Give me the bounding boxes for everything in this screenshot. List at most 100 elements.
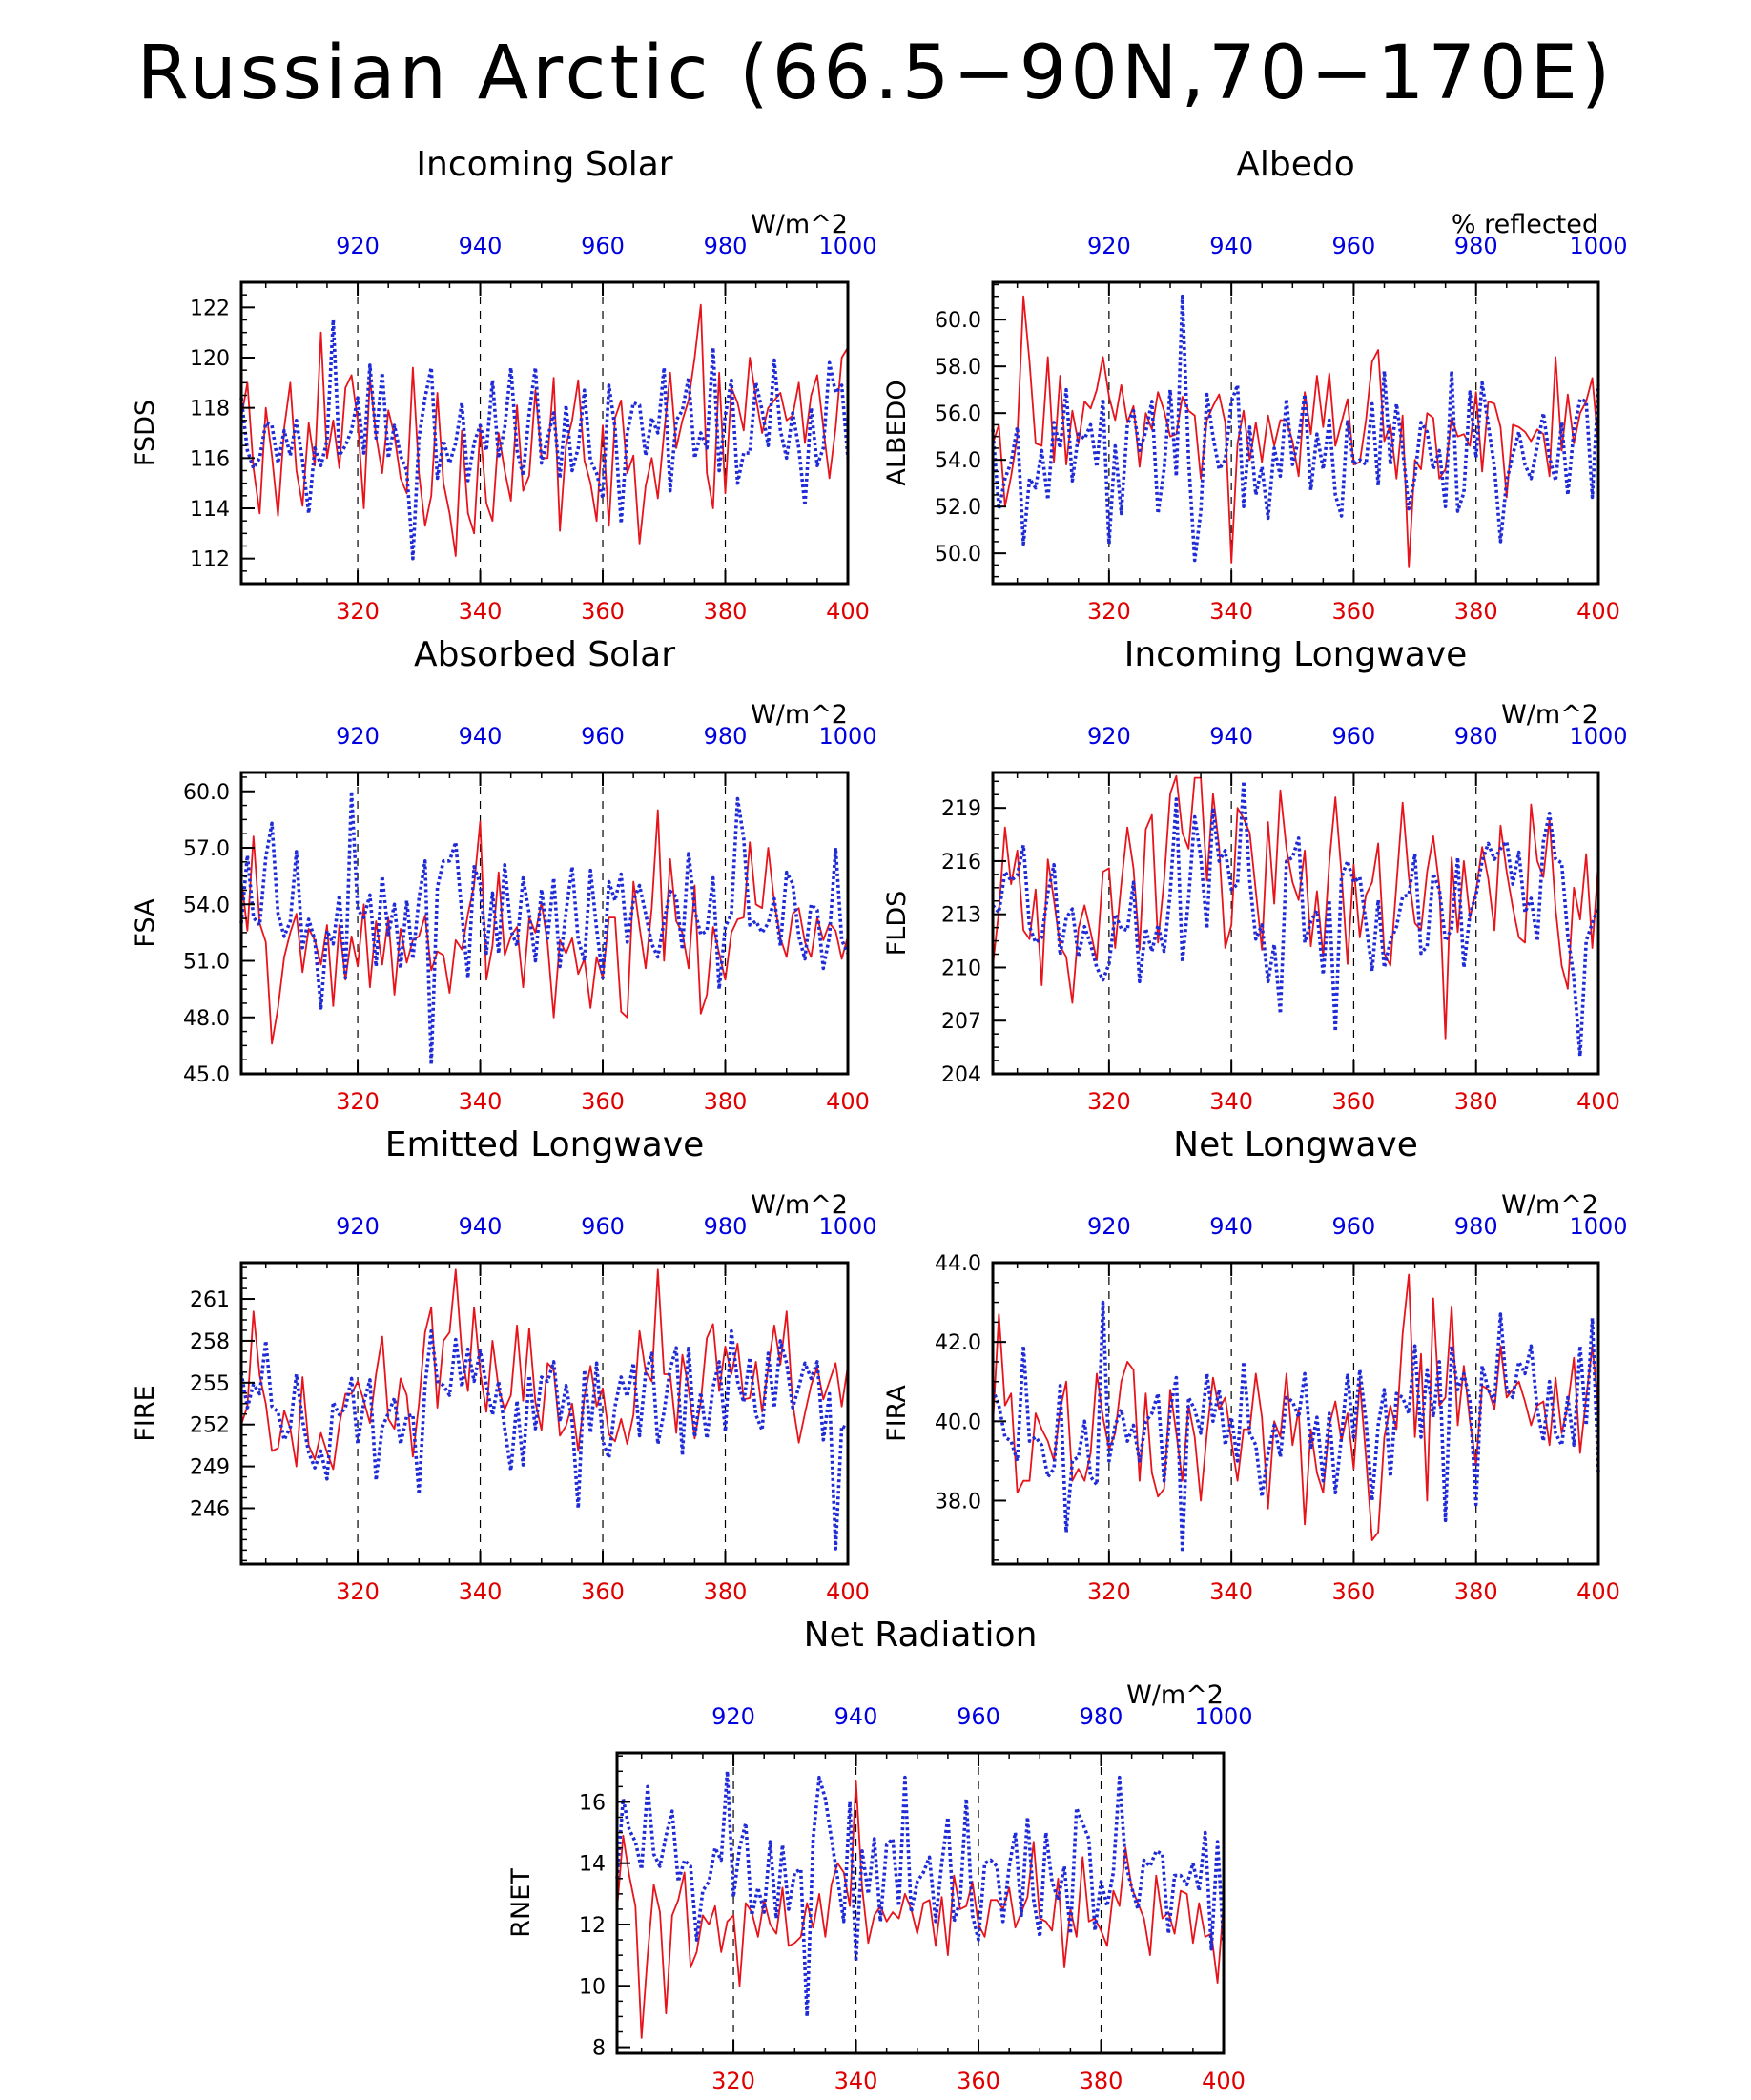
y-axis-label: FLDS [882,891,912,957]
x-tick-label: 340 [834,2068,878,2094]
y-tick-label: 114 [190,498,230,522]
x-tick-label: 360 [1332,598,1376,625]
x-tick-label: 340 [1209,598,1253,625]
page-title: Russian Arctic (66.5−90N,70−170E) [136,31,1615,116]
y-tick-label: 204 [941,1063,981,1087]
x-tick-label: 320 [1087,598,1131,625]
units-label: W/m^2 [1126,1680,1224,1710]
plot-frame [239,771,850,1076]
x-tick-label: 380 [1454,1088,1498,1115]
x2-tick-label: 980 [704,233,748,259]
y-tick-label: 60.0 [183,781,230,805]
x2-tick-label: 960 [581,1213,625,1240]
x-tick-label: 400 [1576,1088,1620,1115]
y-tick-label: 48.0 [183,1007,230,1031]
x-tick-label: 340 [459,1088,503,1115]
x2-tick-label: 940 [1209,233,1253,259]
units-label: W/m^2 [751,210,848,239]
x2-tick-label: 980 [704,1213,748,1240]
x-tick-label: 400 [1576,1578,1620,1605]
y-axis-label: FIRE [131,1385,160,1441]
y-tick-label: 40.0 [935,1410,981,1434]
y-tick-label: 52.0 [935,496,981,520]
x-tick-label: 320 [711,2068,755,2094]
x-tick-label: 340 [1209,1088,1253,1115]
x2-tick-label: 980 [1454,1213,1498,1240]
plot-frame [615,1751,1226,2055]
x2-tick-label: 1000 [1194,1703,1252,1730]
x2-tick-label: 920 [336,233,380,259]
y-tick-label: 252 [190,1414,230,1438]
x2-tick-label: 1000 [818,233,876,259]
y-tick-label: 57.0 [183,837,230,861]
series-line-red [992,295,1599,568]
panel-title: Absorbed Solar [414,635,675,674]
x-tick-label: 360 [957,2068,1000,2094]
y-tick-label: 16 [579,1791,606,1815]
y-tick-label: 38.0 [935,1490,981,1513]
x-tick-label: 400 [826,1088,870,1115]
y-tick-label: 213 [941,904,981,928]
panel-fsds: Incoming Solar W/m^2 FSDS 112 114 116 118 120 12… [131,145,877,625]
y-tick-label: 58.0 [935,356,981,380]
x2-tick-label: 920 [711,1703,755,1730]
x2-tick-label: 980 [1454,723,1498,750]
y-tick-label: 116 [190,447,230,471]
y-tick-label: 249 [190,1456,230,1480]
x-tick-label: 400 [1576,598,1620,625]
panel-title: Incoming Longwave [1124,635,1468,674]
x-tick-label: 360 [581,1088,625,1115]
x-tick-label: 320 [1087,1578,1131,1605]
x2-tick-label: 940 [459,233,503,259]
panel-title: Albedo [1236,145,1355,184]
x2-tick-label: 1000 [1569,1213,1627,1240]
x-tick-label: 340 [1209,1578,1253,1605]
y-tick-label: 258 [190,1330,230,1354]
x-tick-label: 400 [1202,2068,1246,2094]
y-tick-label: 219 [941,797,981,821]
units-label: W/m^2 [751,700,848,730]
x2-tick-label: 980 [704,723,748,750]
panel-albedo: Albedo % reflected ALBEDO 50.0 52.0 54.0 56.0 5… [882,145,1628,625]
y-axis-label: RNET [506,1868,536,1938]
y-tick-label: 246 [190,1497,230,1521]
panel-title: Incoming Solar [416,145,672,184]
x2-tick-label: 960 [1332,723,1376,750]
y-tick-label: 10 [579,1975,606,1999]
y-axis-label: FSDS [131,400,160,466]
x-tick-label: 320 [1087,1088,1131,1115]
x-tick-label: 380 [704,1578,748,1605]
series-line-red [992,774,1599,1040]
series-line-blue [239,1328,849,1551]
plot-frame [991,771,1600,1076]
series-line-blue [239,318,850,561]
x2-tick-label: 960 [957,1703,1000,1730]
y-tick-label: 210 [941,957,981,980]
y-axis-label: FSA [131,898,160,948]
x2-tick-label: 920 [1087,1213,1131,1240]
x2-tick-label: 960 [1332,1213,1376,1240]
x2-tick-label: 960 [581,233,625,259]
x2-tick-label: 920 [1087,233,1131,259]
y-tick-label: 112 [190,548,230,572]
y-tick-label: 14 [579,1853,606,1877]
x2-tick-label: 920 [336,1213,380,1240]
x2-tick-label: 940 [1209,1213,1253,1240]
x-tick-label: 360 [1332,1578,1376,1605]
x-tick-label: 360 [581,598,625,625]
y-tick-label: 216 [941,851,981,875]
x-tick-label: 380 [704,598,748,625]
y-tick-label: 118 [190,398,230,422]
x2-tick-label: 940 [459,723,503,750]
y-tick-label: 122 [190,297,230,320]
plot-frame [991,280,1600,586]
x2-tick-label: 940 [834,1703,878,1730]
panel-flds: Incoming Longwave W/m^2 FLDS 204 207 210 213 21… [882,635,1628,1115]
x-tick-label: 400 [826,598,870,625]
y-tick-label: 54.0 [183,894,230,917]
x2-tick-label: 960 [1332,233,1376,259]
x-tick-label: 380 [1454,598,1498,625]
series-line-blue [991,779,1600,1059]
units-label: W/m^2 [1501,1190,1598,1220]
